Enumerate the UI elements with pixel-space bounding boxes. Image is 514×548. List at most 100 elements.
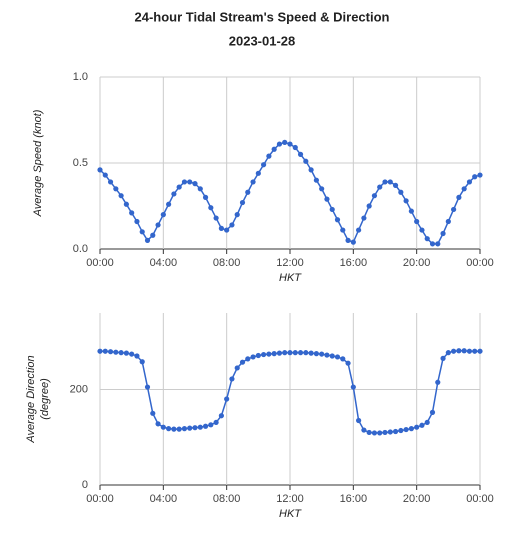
data-point bbox=[250, 354, 256, 360]
data-point bbox=[150, 410, 156, 416]
data-point bbox=[134, 218, 140, 225]
data-point bbox=[107, 349, 114, 355]
data-point bbox=[466, 348, 473, 354]
data-point bbox=[287, 350, 293, 356]
x-tick-label: 04:00 bbox=[150, 257, 178, 269]
data-point bbox=[408, 426, 414, 432]
data-point bbox=[408, 208, 414, 214]
y-axis-label: Average Direction bbox=[25, 355, 37, 443]
data-point bbox=[377, 184, 383, 190]
data-point bbox=[297, 350, 304, 356]
data-point bbox=[282, 139, 288, 145]
data-point bbox=[245, 356, 251, 362]
data-point bbox=[271, 146, 277, 152]
data-point bbox=[424, 236, 430, 242]
data-point bbox=[276, 141, 283, 147]
data-point bbox=[192, 181, 198, 187]
data-point bbox=[102, 172, 108, 178]
data-point bbox=[451, 348, 457, 354]
data-point bbox=[435, 241, 441, 247]
data-point bbox=[398, 189, 404, 195]
data-point bbox=[345, 360, 351, 366]
data-point bbox=[218, 413, 224, 419]
data-point bbox=[245, 189, 251, 195]
data-point bbox=[292, 144, 298, 151]
y-axis-label: (degree) bbox=[39, 378, 51, 420]
data-point bbox=[472, 174, 478, 180]
data-point bbox=[334, 354, 341, 360]
data-point bbox=[403, 426, 409, 433]
data-point bbox=[319, 351, 325, 357]
x-tick-label: 00:00 bbox=[466, 257, 494, 269]
data-point bbox=[445, 218, 451, 225]
data-point bbox=[398, 427, 404, 434]
data-point bbox=[213, 215, 219, 221]
x-tick-label: 00:00 bbox=[86, 257, 114, 269]
data-point bbox=[340, 227, 346, 233]
data-point bbox=[129, 210, 135, 216]
data-point bbox=[466, 179, 473, 185]
data-point bbox=[129, 351, 135, 357]
data-point bbox=[176, 426, 182, 432]
data-point bbox=[361, 427, 367, 433]
data-point bbox=[261, 351, 267, 358]
data-point bbox=[208, 422, 214, 428]
data-point bbox=[192, 425, 198, 431]
data-point bbox=[308, 350, 314, 356]
data-point bbox=[282, 350, 288, 356]
data-point bbox=[187, 179, 193, 185]
x-axis-label: HKT bbox=[279, 272, 302, 284]
data-point bbox=[102, 348, 108, 354]
data-point bbox=[461, 348, 467, 354]
data-point bbox=[144, 384, 151, 390]
x-tick-label: 16:00 bbox=[340, 257, 368, 269]
data-point bbox=[313, 351, 319, 357]
data-point bbox=[197, 424, 203, 430]
data-point bbox=[181, 426, 188, 432]
data-point bbox=[392, 182, 399, 188]
data-point bbox=[176, 184, 182, 190]
data-point bbox=[377, 430, 383, 436]
y-tick-label: 1.0 bbox=[73, 71, 88, 83]
data-point bbox=[329, 353, 335, 359]
y-tick-label: 0 bbox=[82, 479, 88, 491]
data-point bbox=[329, 206, 335, 213]
data-point bbox=[414, 218, 420, 225]
data-point bbox=[255, 352, 261, 359]
data-point bbox=[213, 419, 219, 426]
data-point bbox=[229, 222, 235, 228]
data-point bbox=[160, 424, 166, 430]
data-point bbox=[171, 426, 177, 432]
data-point bbox=[303, 158, 309, 164]
data-point bbox=[123, 201, 129, 207]
data-point bbox=[334, 217, 341, 223]
data-point bbox=[324, 352, 330, 358]
data-point bbox=[239, 199, 246, 206]
data-point bbox=[134, 353, 140, 359]
data-point bbox=[456, 348, 462, 354]
data-point bbox=[387, 429, 393, 435]
data-point bbox=[123, 350, 129, 356]
data-point bbox=[218, 225, 224, 231]
data-point bbox=[313, 177, 319, 183]
x-axis-label: HKT bbox=[279, 508, 302, 520]
data-point bbox=[271, 351, 277, 357]
data-point bbox=[97, 167, 103, 173]
data-point bbox=[208, 205, 214, 211]
x-tick-label: 20:00 bbox=[403, 493, 431, 505]
data-point bbox=[171, 191, 177, 197]
data-point bbox=[224, 227, 230, 233]
data-point bbox=[166, 426, 172, 432]
data-point bbox=[366, 203, 372, 209]
data-point bbox=[472, 348, 478, 354]
data-point bbox=[139, 229, 145, 235]
data-point bbox=[350, 384, 356, 390]
data-point bbox=[361, 215, 367, 221]
data-point bbox=[234, 212, 240, 218]
data-point bbox=[297, 151, 304, 157]
x-tick-label: 08:00 bbox=[213, 493, 241, 505]
data-point bbox=[387, 179, 393, 185]
data-point bbox=[324, 196, 330, 202]
data-point bbox=[366, 429, 372, 436]
